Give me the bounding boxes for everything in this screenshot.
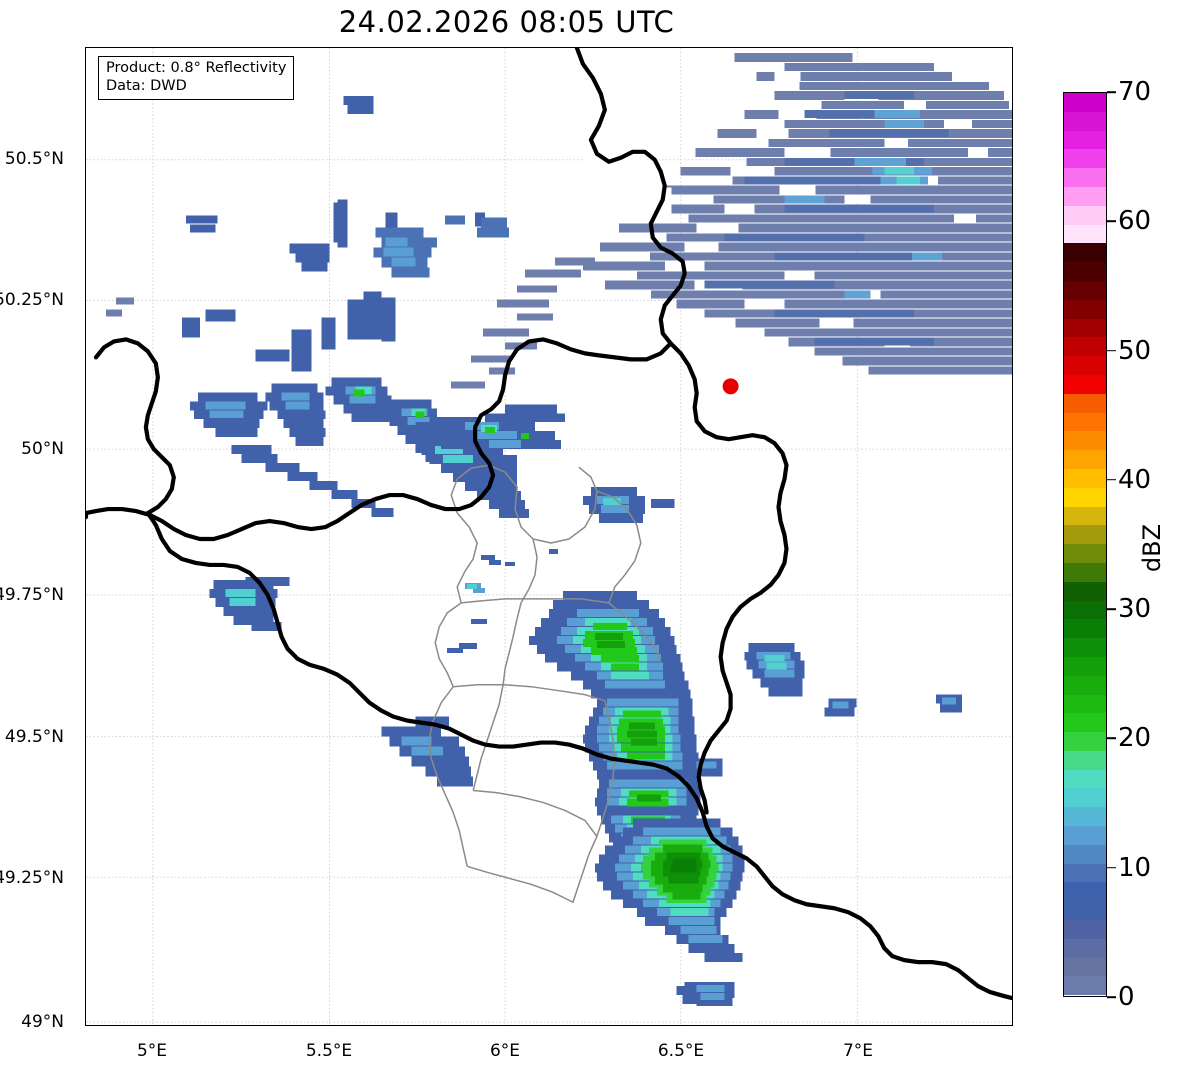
colorbar-tick-label: 30	[1118, 594, 1152, 625]
colorbar-band	[1064, 262, 1106, 281]
echo-group-east-band	[529, 487, 963, 927]
colorbar-band	[1064, 299, 1106, 319]
x-tick-label-3: 6.5°E	[657, 1041, 705, 1061]
colorbar-band	[1064, 656, 1106, 676]
colorbar-band	[1064, 450, 1106, 469]
colorbar-tick-mark	[1107, 866, 1116, 869]
colorbar-band	[1064, 525, 1106, 545]
radar-plot-area[interactable]: Product: 0.8° Reflectivity Data: DWD	[85, 47, 1013, 1026]
colorbar-tick-label: 20	[1118, 723, 1152, 754]
colorbar-band	[1064, 205, 1106, 225]
colorbar-band	[1064, 412, 1106, 432]
echo-group-west	[181, 95, 565, 787]
info-box: Product: 0.8° Reflectivity Data: DWD	[98, 56, 295, 101]
radar-site-marker	[722, 378, 739, 395]
colorbar-band	[1064, 826, 1106, 845]
radar-map-svg	[86, 48, 1012, 1025]
colorbar-band	[1064, 111, 1106, 131]
y-tick-label-5: 49.25°N	[0, 868, 64, 888]
colorbar-band	[1064, 186, 1106, 206]
echo-group-northeast	[105, 52, 1012, 389]
colorbar-band	[1064, 863, 1106, 883]
colorbar-band	[1064, 93, 1106, 112]
x-tick-label-0: 5°E	[136, 1041, 168, 1061]
y-tick-label-6: 49°N	[21, 1012, 64, 1032]
colorbar-band	[1064, 638, 1106, 657]
colorbar-tick-mark	[1107, 608, 1116, 610]
colorbar-band	[1064, 619, 1106, 639]
colorbar-band	[1064, 807, 1106, 827]
colorbar-band	[1064, 882, 1106, 902]
colorbar-band	[1064, 544, 1106, 563]
colorbar-band	[1064, 393, 1106, 413]
colorbar-band	[1064, 280, 1106, 300]
colorbar-tick-mark	[1107, 220, 1116, 223]
y-tick-label-2: 50°N	[21, 439, 64, 459]
y-tick-label-3: 49.75°N	[0, 585, 64, 605]
colorbar-tick-mark	[1107, 91, 1116, 93]
colorbar-band	[1064, 374, 1106, 394]
info-data-line: Data: DWD	[106, 77, 187, 94]
colorbar-band	[1064, 337, 1106, 357]
radar-echo-layer	[105, 52, 1012, 1007]
country-borders	[86, 48, 1012, 1001]
info-product-line: Product: 0.8° Reflectivity	[106, 60, 287, 76]
region-borders	[428, 464, 662, 903]
colorbar-band	[1064, 600, 1106, 620]
echo-group-luxembourg-interior	[447, 548, 558, 653]
plot-clip	[86, 48, 1012, 1025]
y-tick-label-0: 50.5°N	[4, 149, 64, 169]
colorbar-tick-label: 0	[1118, 982, 1135, 1012]
colorbar-band	[1064, 318, 1106, 338]
colorbar-band	[1064, 788, 1106, 808]
colorbar-band	[1064, 976, 1106, 996]
colorbar-band	[1064, 769, 1106, 789]
x-tick-label-1: 5.5°E	[305, 1041, 353, 1061]
colorbar-tick-mark	[1107, 349, 1116, 352]
colorbar-band	[1064, 243, 1106, 263]
colorbar-band	[1064, 468, 1106, 488]
colorbar-axis-label: dBZ	[1138, 523, 1166, 573]
colorbar-tick-mark	[1107, 996, 1116, 998]
colorbar-band	[1064, 506, 1106, 526]
colorbar-band	[1064, 901, 1106, 921]
colorbar-tick-mark	[1107, 479, 1116, 481]
x-tick-label-4: 7°E	[842, 1041, 874, 1061]
colorbar-band	[1064, 149, 1106, 169]
colorbar-band	[1064, 713, 1106, 733]
colorbar-tick-label: 50	[1118, 335, 1152, 366]
colorbar-band	[1064, 938, 1106, 958]
colorbar-band	[1064, 130, 1106, 150]
colorbar-band	[1064, 487, 1106, 507]
colorbar-band	[1064, 224, 1106, 244]
colorbar-tick-label: 60	[1118, 206, 1152, 237]
colorbar-band	[1064, 168, 1106, 187]
y-tick-label-1: 50.25°N	[0, 290, 64, 310]
colorbar-band	[1064, 750, 1106, 770]
colorbar-band	[1064, 920, 1106, 939]
x-tick-label-2: 6°E	[489, 1041, 521, 1061]
colorbar-band	[1064, 562, 1106, 582]
y-tick-label-4: 49.5°N	[4, 727, 64, 747]
page-title: 24.02.2026 08:05 UTC	[338, 5, 675, 39]
colorbar-tick-label: 40	[1118, 464, 1152, 495]
colorbar-band	[1064, 675, 1106, 695]
colorbar-tick-mark	[1107, 737, 1116, 740]
colorbar-band	[1064, 431, 1106, 451]
colorbar[interactable]	[1063, 92, 1107, 997]
colorbar-band	[1064, 732, 1106, 751]
colorbar-band	[1064, 844, 1106, 864]
colorbar-band	[1064, 581, 1106, 601]
colorbar-tick-label: 10	[1118, 852, 1152, 883]
colorbar-band	[1064, 356, 1106, 375]
colorbar-tick-label: 70	[1118, 77, 1152, 107]
colorbar-band	[1064, 957, 1106, 977]
colorbar-band	[1064, 694, 1106, 714]
